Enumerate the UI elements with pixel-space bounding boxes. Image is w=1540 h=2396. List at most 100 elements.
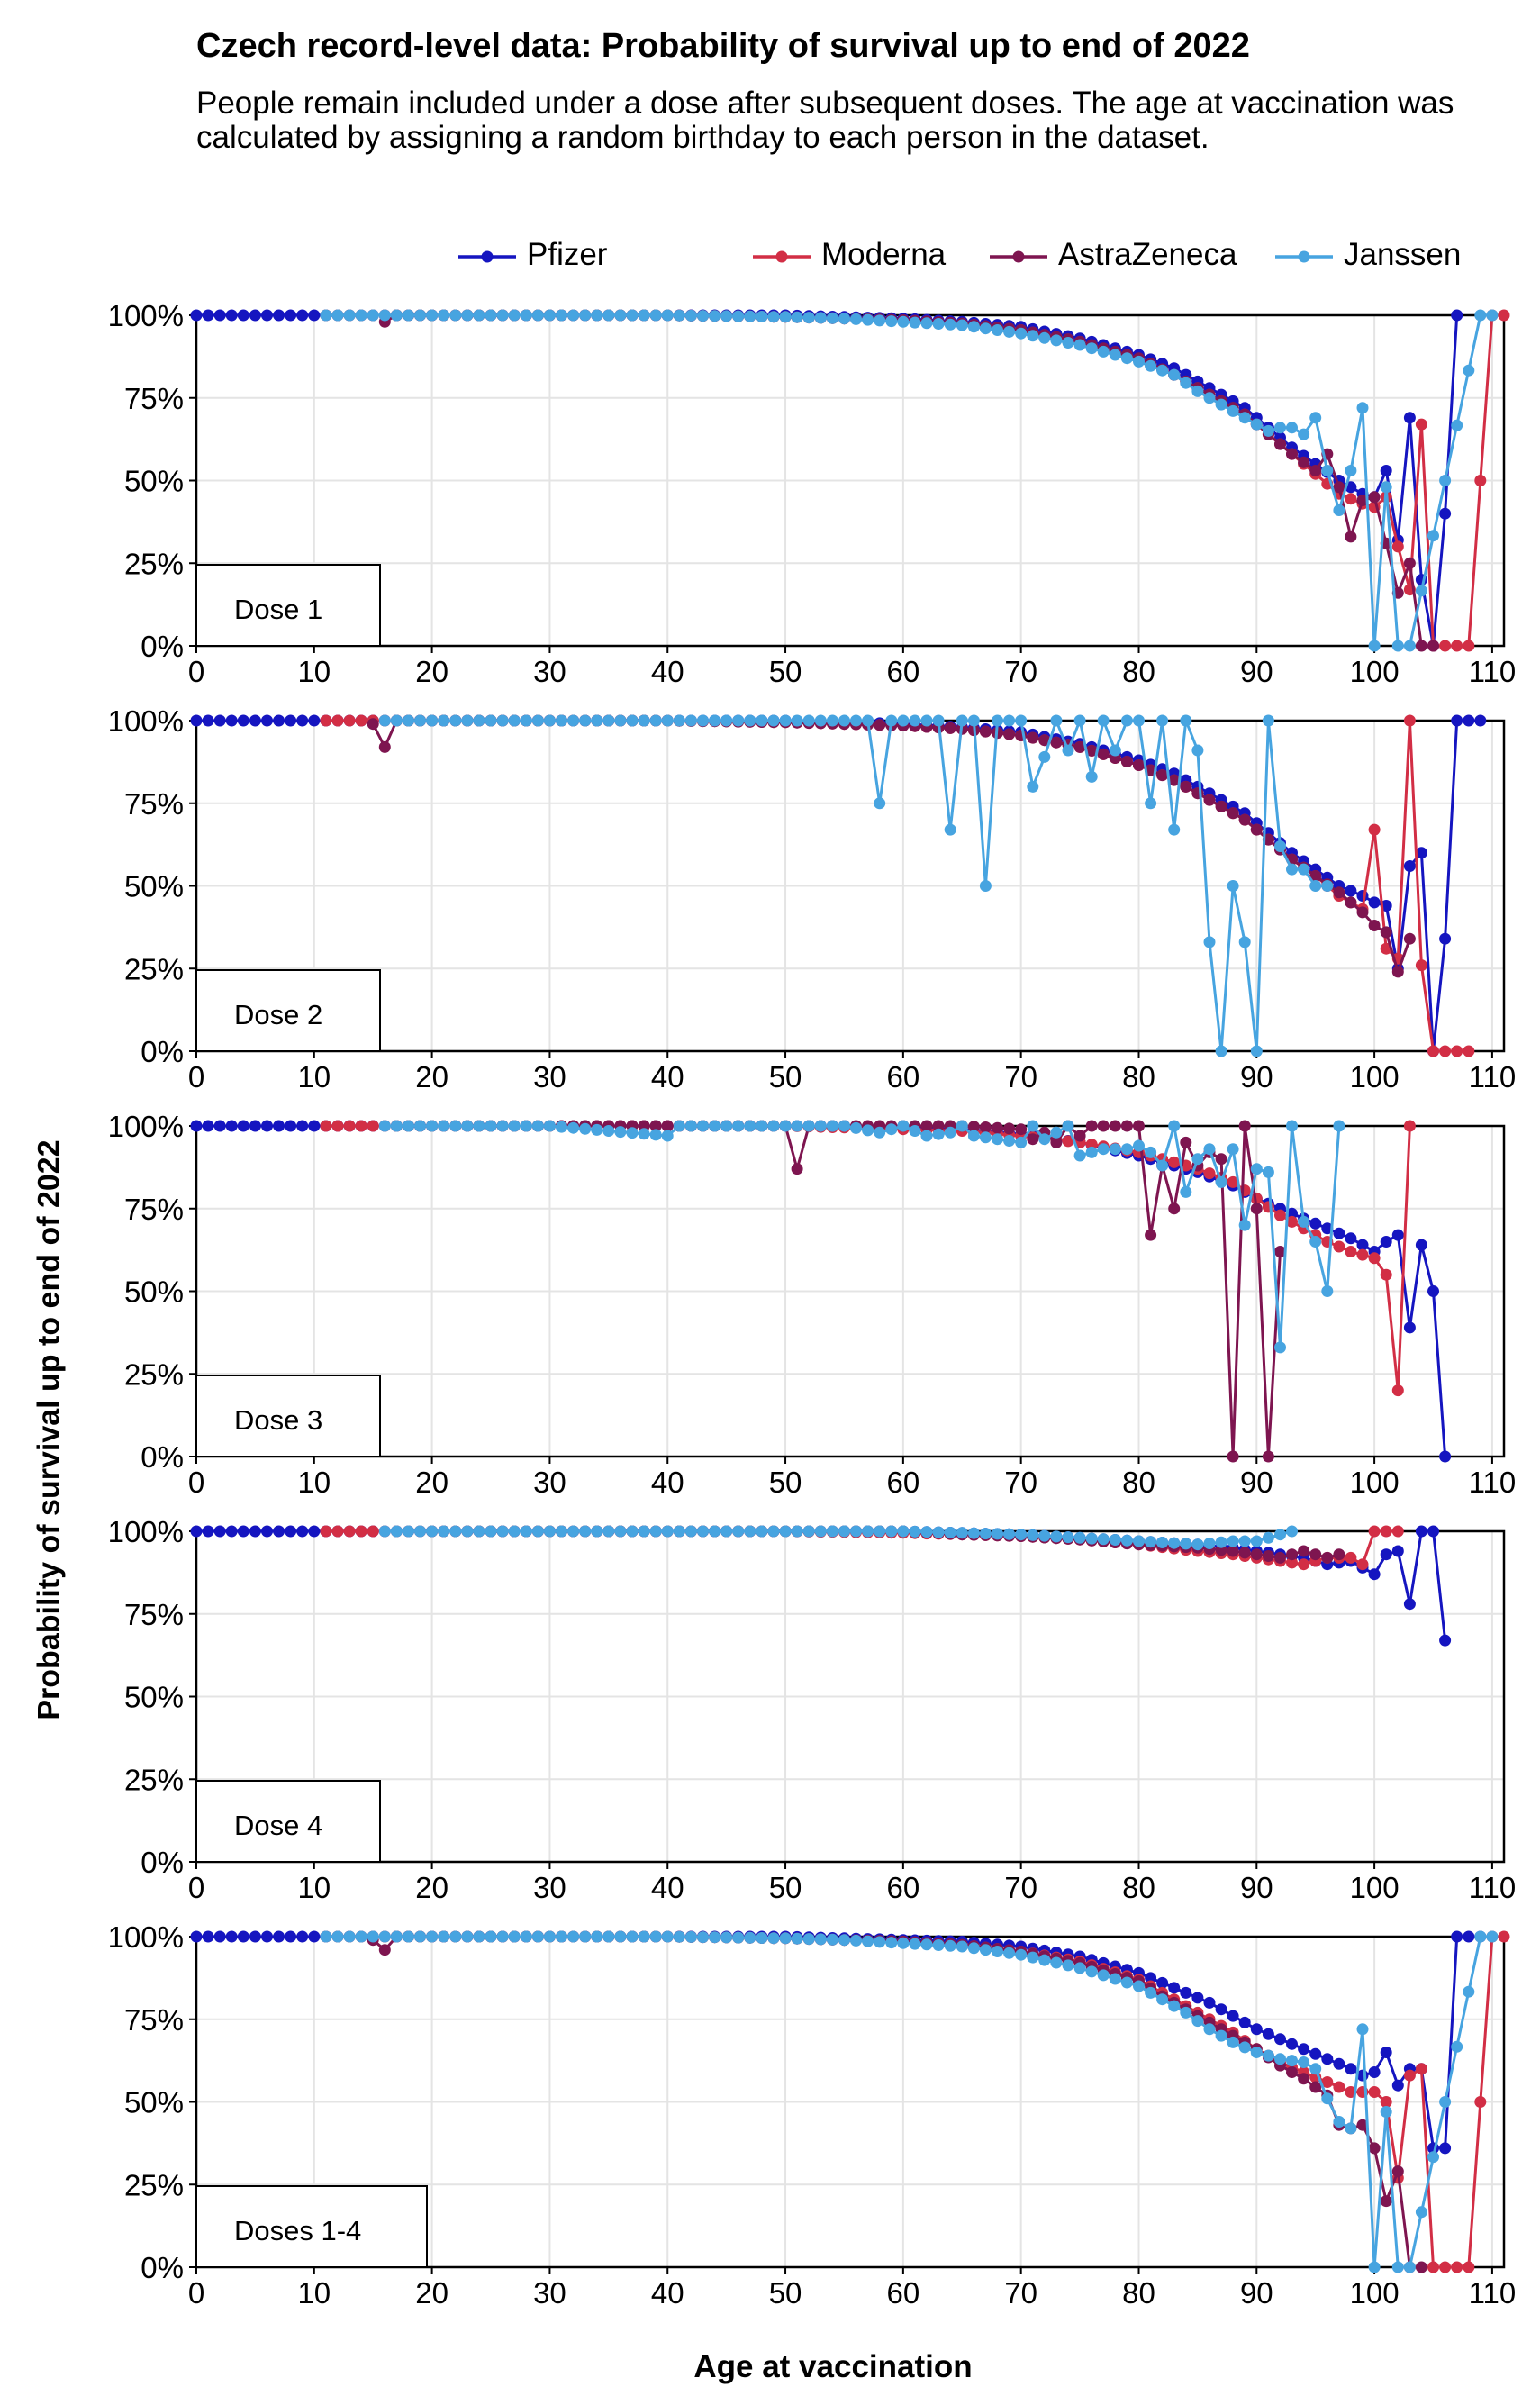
data-point	[1050, 714, 1063, 727]
data-point	[1286, 1207, 1298, 1220]
data-point	[1120, 1120, 1133, 1132]
data-point	[1062, 1531, 1074, 1544]
data-point	[508, 309, 521, 322]
data-point	[556, 309, 567, 322]
data-point	[1439, 2142, 1452, 2155]
data-point	[1309, 2081, 1322, 2093]
data-point	[1238, 2041, 1251, 2054]
data-point	[1050, 1956, 1063, 1969]
y-tick-label: 25%	[124, 2168, 184, 2201]
data-point	[1391, 1229, 1404, 1241]
data-point	[308, 1120, 321, 1132]
data-point	[661, 714, 674, 727]
data-point	[579, 1122, 592, 1135]
data-point	[1191, 1992, 1204, 2004]
data-point	[814, 312, 827, 324]
data-point	[638, 1128, 650, 1140]
data-point	[1168, 1982, 1181, 1994]
x-tick-label: 10	[297, 1060, 331, 1094]
data-point	[1286, 2066, 1298, 2078]
data-point	[1415, 847, 1427, 859]
data-point	[343, 714, 356, 727]
data-point	[1474, 309, 1487, 322]
x-tick-label: 90	[1240, 1466, 1273, 1499]
data-point	[1439, 2261, 1452, 2273]
data-point	[802, 312, 815, 324]
data-point	[932, 1128, 945, 1140]
data-point	[826, 1933, 838, 1946]
data-point	[473, 1930, 485, 1943]
data-point	[485, 1930, 497, 1943]
data-point	[897, 1120, 910, 1132]
data-point	[744, 714, 756, 727]
data-point	[1463, 1930, 1475, 1943]
data-point	[1439, 1634, 1452, 1647]
data-point	[1321, 2092, 1334, 2105]
data-point	[1097, 1143, 1110, 1156]
x-tick-label: 40	[651, 2276, 684, 2310]
data-point	[1227, 2010, 1239, 2022]
data-point	[378, 309, 391, 322]
data-point	[378, 1525, 391, 1538]
chart-subtitle: People remain included under a dose afte…	[196, 86, 1454, 155]
data-point	[1168, 1156, 1181, 1168]
data-point	[473, 309, 485, 322]
data-point	[1168, 368, 1181, 381]
data-point	[1027, 1529, 1039, 1541]
data-point	[414, 714, 426, 727]
data-point	[1463, 1045, 1475, 1057]
x-tick-label: 60	[887, 1871, 920, 1904]
y-tick-label: 25%	[124, 1763, 184, 1796]
data-point	[838, 714, 850, 727]
x-tick-label: 10	[297, 1466, 331, 1499]
data-point	[1050, 1136, 1063, 1148]
data-point	[1227, 404, 1239, 417]
data-point	[331, 309, 344, 322]
data-point	[556, 1121, 567, 1133]
data-point	[920, 1120, 933, 1132]
data-point	[403, 714, 414, 727]
data-point	[1333, 1120, 1345, 1132]
data-point	[496, 1525, 509, 1538]
data-point	[1250, 1163, 1263, 1175]
data-point	[1262, 1550, 1274, 1562]
data-point	[1145, 1146, 1157, 1158]
data-point	[367, 309, 379, 322]
data-point	[1027, 1951, 1039, 1964]
data-point	[1474, 2096, 1487, 2108]
data-point	[1451, 1045, 1463, 1057]
data-point	[709, 714, 721, 727]
data-point	[438, 714, 450, 727]
data-point	[1133, 759, 1145, 771]
data-point	[1203, 2023, 1216, 2036]
data-point	[579, 1525, 592, 1538]
data-point	[956, 1940, 968, 1953]
data-point	[1133, 1120, 1145, 1132]
data-point	[661, 1130, 674, 1142]
data-point	[225, 1525, 238, 1538]
data-point	[1238, 1120, 1251, 1132]
data-point	[1238, 1535, 1251, 1547]
x-tick-label: 70	[1004, 1871, 1037, 1904]
data-point	[1050, 334, 1063, 347]
x-tick-label: 110	[1469, 655, 1517, 688]
series-line	[371, 719, 1411, 974]
data-point	[1356, 402, 1369, 414]
data-point	[1062, 337, 1074, 349]
panel-label-box	[195, 564, 381, 647]
data-point	[331, 714, 344, 727]
data-point	[1003, 1135, 1016, 1147]
series-line	[385, 719, 1327, 1053]
data-point	[426, 1120, 439, 1132]
y-tick-label: 100%	[108, 1110, 184, 1143]
series-janssen	[320, 1930, 1499, 2273]
data-point	[1050, 1530, 1063, 1543]
panel-label-box	[195, 2185, 428, 2268]
data-point	[626, 1127, 639, 1139]
data-point	[414, 1120, 426, 1132]
data-point	[767, 311, 780, 323]
data-point	[1003, 1528, 1016, 1540]
data-point	[673, 1930, 685, 1943]
data-point	[367, 1930, 379, 1943]
data-point	[438, 1120, 450, 1132]
